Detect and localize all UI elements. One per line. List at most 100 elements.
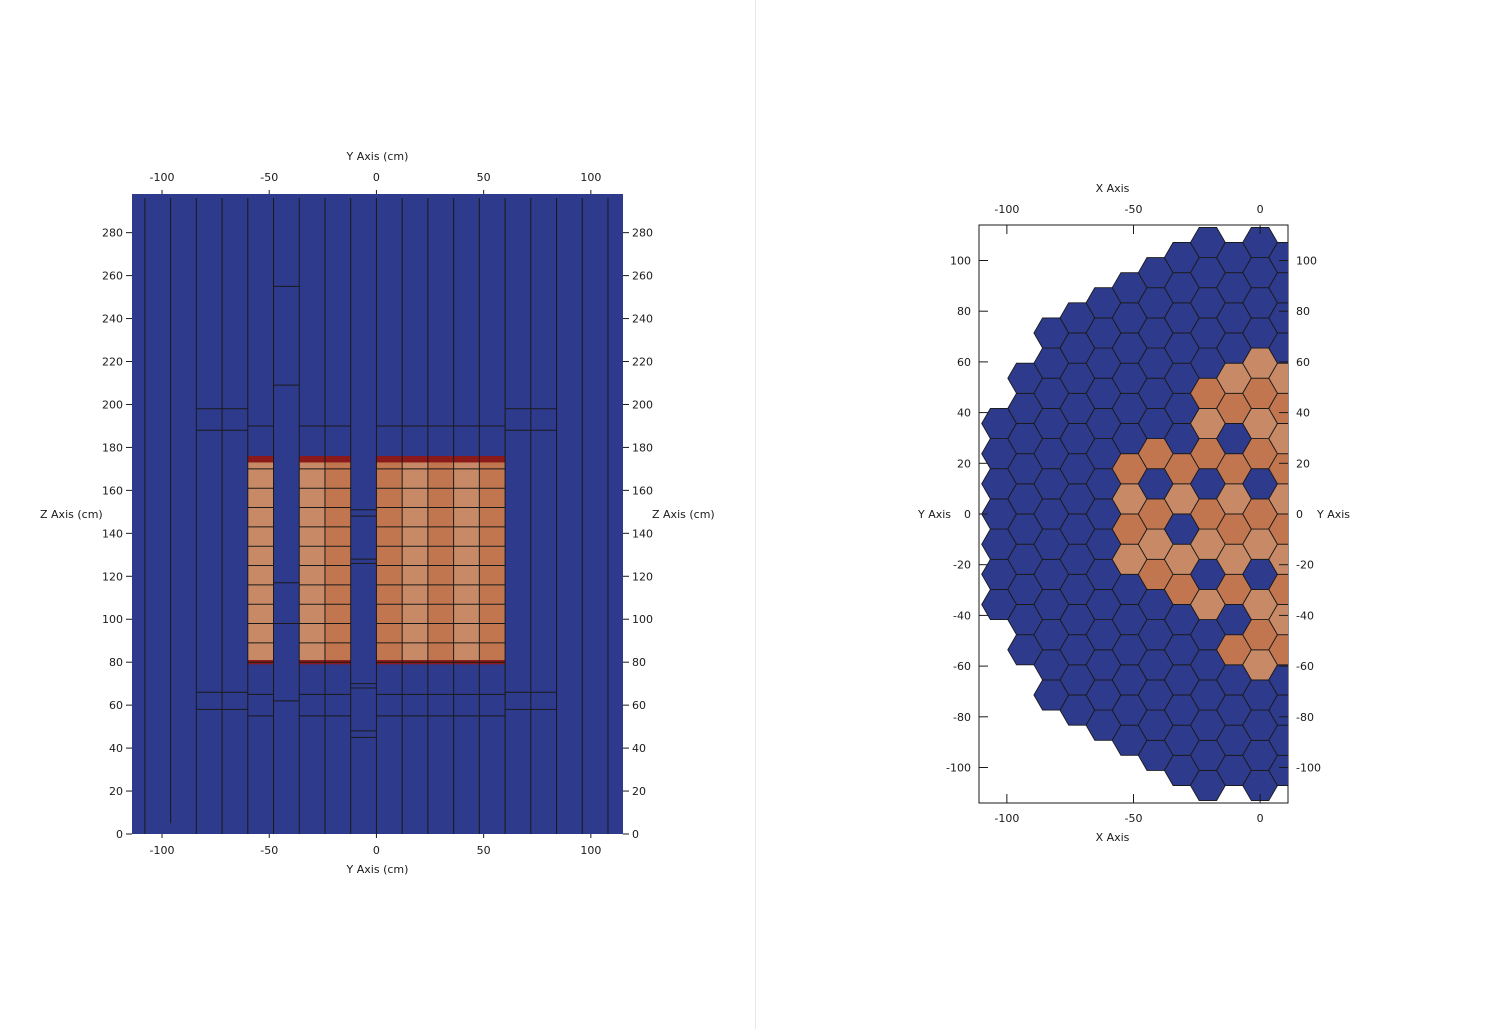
right-tick-label: 220 <box>632 356 653 369</box>
left-tick-label: 0 <box>116 828 123 841</box>
hex-cell <box>1268 392 1288 424</box>
right-tick-label: 100 <box>1296 254 1317 267</box>
right-tick-label: 120 <box>632 570 653 583</box>
hex-cell <box>1268 573 1288 605</box>
top-tick-label: 0 <box>373 171 380 184</box>
right-tick-label: 0 <box>1296 508 1303 521</box>
bottom-tick-label: 0 <box>373 844 380 857</box>
left-tick-label: 260 <box>102 270 123 283</box>
hex-cell <box>1268 724 1288 756</box>
right-tick-label: -20 <box>1296 559 1314 572</box>
hex-cell <box>1268 543 1288 575</box>
bottom-tick-label: -50 <box>1125 812 1143 825</box>
left-tick-label: 160 <box>102 484 123 497</box>
hex-cell <box>1268 483 1288 515</box>
right-axis-title: Z Axis (cm) <box>652 508 715 521</box>
right-tick-label: 60 <box>632 699 646 712</box>
right-tick-label: 160 <box>632 484 653 497</box>
hex-cell <box>1295 620 1330 650</box>
left-axis-title: Z Axis (cm) <box>40 508 103 521</box>
left-tick-label: 60 <box>957 356 971 369</box>
hex-cell <box>1295 227 1330 257</box>
hex-cell <box>1268 664 1288 696</box>
top-tick-label: -50 <box>1125 203 1143 216</box>
left-tick-label: 200 <box>102 398 123 411</box>
bottom-tick-label: -50 <box>260 844 278 857</box>
left-tick-label: 180 <box>102 441 123 454</box>
upper-reflector-band <box>376 456 506 463</box>
right-tick-label: -80 <box>1296 711 1314 724</box>
left-tick-label: 120 <box>102 570 123 583</box>
right-tick-label: 200 <box>632 398 653 411</box>
right-tick-label: 40 <box>632 742 646 755</box>
left-tick-label: 80 <box>109 656 123 669</box>
hex-cell <box>1295 469 1330 499</box>
bottom-tick-label: 0 <box>1257 812 1264 825</box>
top-tick-label: -100 <box>994 203 1019 216</box>
left-tick-label: -100 <box>946 762 971 775</box>
right-tick-label: -100 <box>1296 762 1321 775</box>
left-tick-label: 100 <box>950 254 971 267</box>
hex-cell <box>1268 604 1288 636</box>
right-tick-label: 260 <box>632 270 653 283</box>
right-tick-label: 20 <box>632 785 646 798</box>
hex-cell <box>1268 694 1288 726</box>
left-tick-label: 240 <box>102 313 123 326</box>
right-tick-label: -60 <box>1296 660 1314 673</box>
left-tick-label: 40 <box>109 742 123 755</box>
bottom-tick-label: 100 <box>580 844 601 857</box>
top-axis-title: Y Axis (cm) <box>346 150 409 163</box>
hex-cell <box>1295 770 1330 800</box>
right-tick-label: 80 <box>1296 305 1310 318</box>
right-tick-label: 100 <box>632 613 653 626</box>
right-tick-label: 40 <box>1296 407 1310 420</box>
top-axis-title: X Axis <box>1096 182 1130 195</box>
left-tick-label: 40 <box>957 407 971 420</box>
hex-cell <box>1268 362 1288 394</box>
left-tick-label: -80 <box>953 711 971 724</box>
left-tick-label: 60 <box>109 699 123 712</box>
hex-cell <box>1268 272 1288 304</box>
hex-cell <box>1268 634 1288 666</box>
hex-cell <box>1268 754 1288 786</box>
top-tick-label: -100 <box>150 171 175 184</box>
left-tick-label: 20 <box>957 457 971 470</box>
hex-cell <box>1268 242 1288 274</box>
bottom-tick-label: 50 <box>477 844 491 857</box>
bottom-axis-title: Y Axis (cm) <box>346 863 409 876</box>
top-tick-label: -50 <box>260 171 278 184</box>
left-tick-label: 140 <box>102 527 123 540</box>
right-tick-label: 240 <box>632 313 653 326</box>
top-tick-label: 100 <box>580 171 601 184</box>
hex-lattice <box>981 226 1330 802</box>
left-tick-label: 100 <box>102 613 123 626</box>
left-tick-label: 220 <box>102 356 123 369</box>
left-axis-title: Y Axis <box>917 508 951 521</box>
right-axis-title: Y Axis <box>1316 508 1350 521</box>
left-tick-label: 20 <box>109 785 123 798</box>
left-tick-label: -40 <box>953 609 971 622</box>
top-tick-label: 50 <box>477 171 491 184</box>
hex-cell <box>1295 378 1330 408</box>
right-tick-label: 140 <box>632 527 653 540</box>
bottom-axis-title: X Axis <box>1096 831 1130 844</box>
left-tick-label: 80 <box>957 305 971 318</box>
hex-cell <box>1295 529 1330 559</box>
hex-cell <box>1268 453 1288 485</box>
right-tick-label: -40 <box>1296 609 1314 622</box>
bottom-tick-label: -100 <box>150 844 175 857</box>
fuel-region <box>247 460 274 663</box>
top-tick-label: 0 <box>1257 203 1264 216</box>
hex-cell <box>1268 513 1288 545</box>
right-tick-label: 60 <box>1296 356 1310 369</box>
bottom-tick-label: -100 <box>994 812 1019 825</box>
left-tick-label: -20 <box>953 559 971 572</box>
right-tick-label: 80 <box>632 656 646 669</box>
right-tick-label: 20 <box>1296 457 1310 470</box>
fuel-column <box>427 460 454 663</box>
left-tick-label: 280 <box>102 227 123 240</box>
fuel-column <box>376 460 403 663</box>
right-tick-label: 280 <box>632 227 653 240</box>
